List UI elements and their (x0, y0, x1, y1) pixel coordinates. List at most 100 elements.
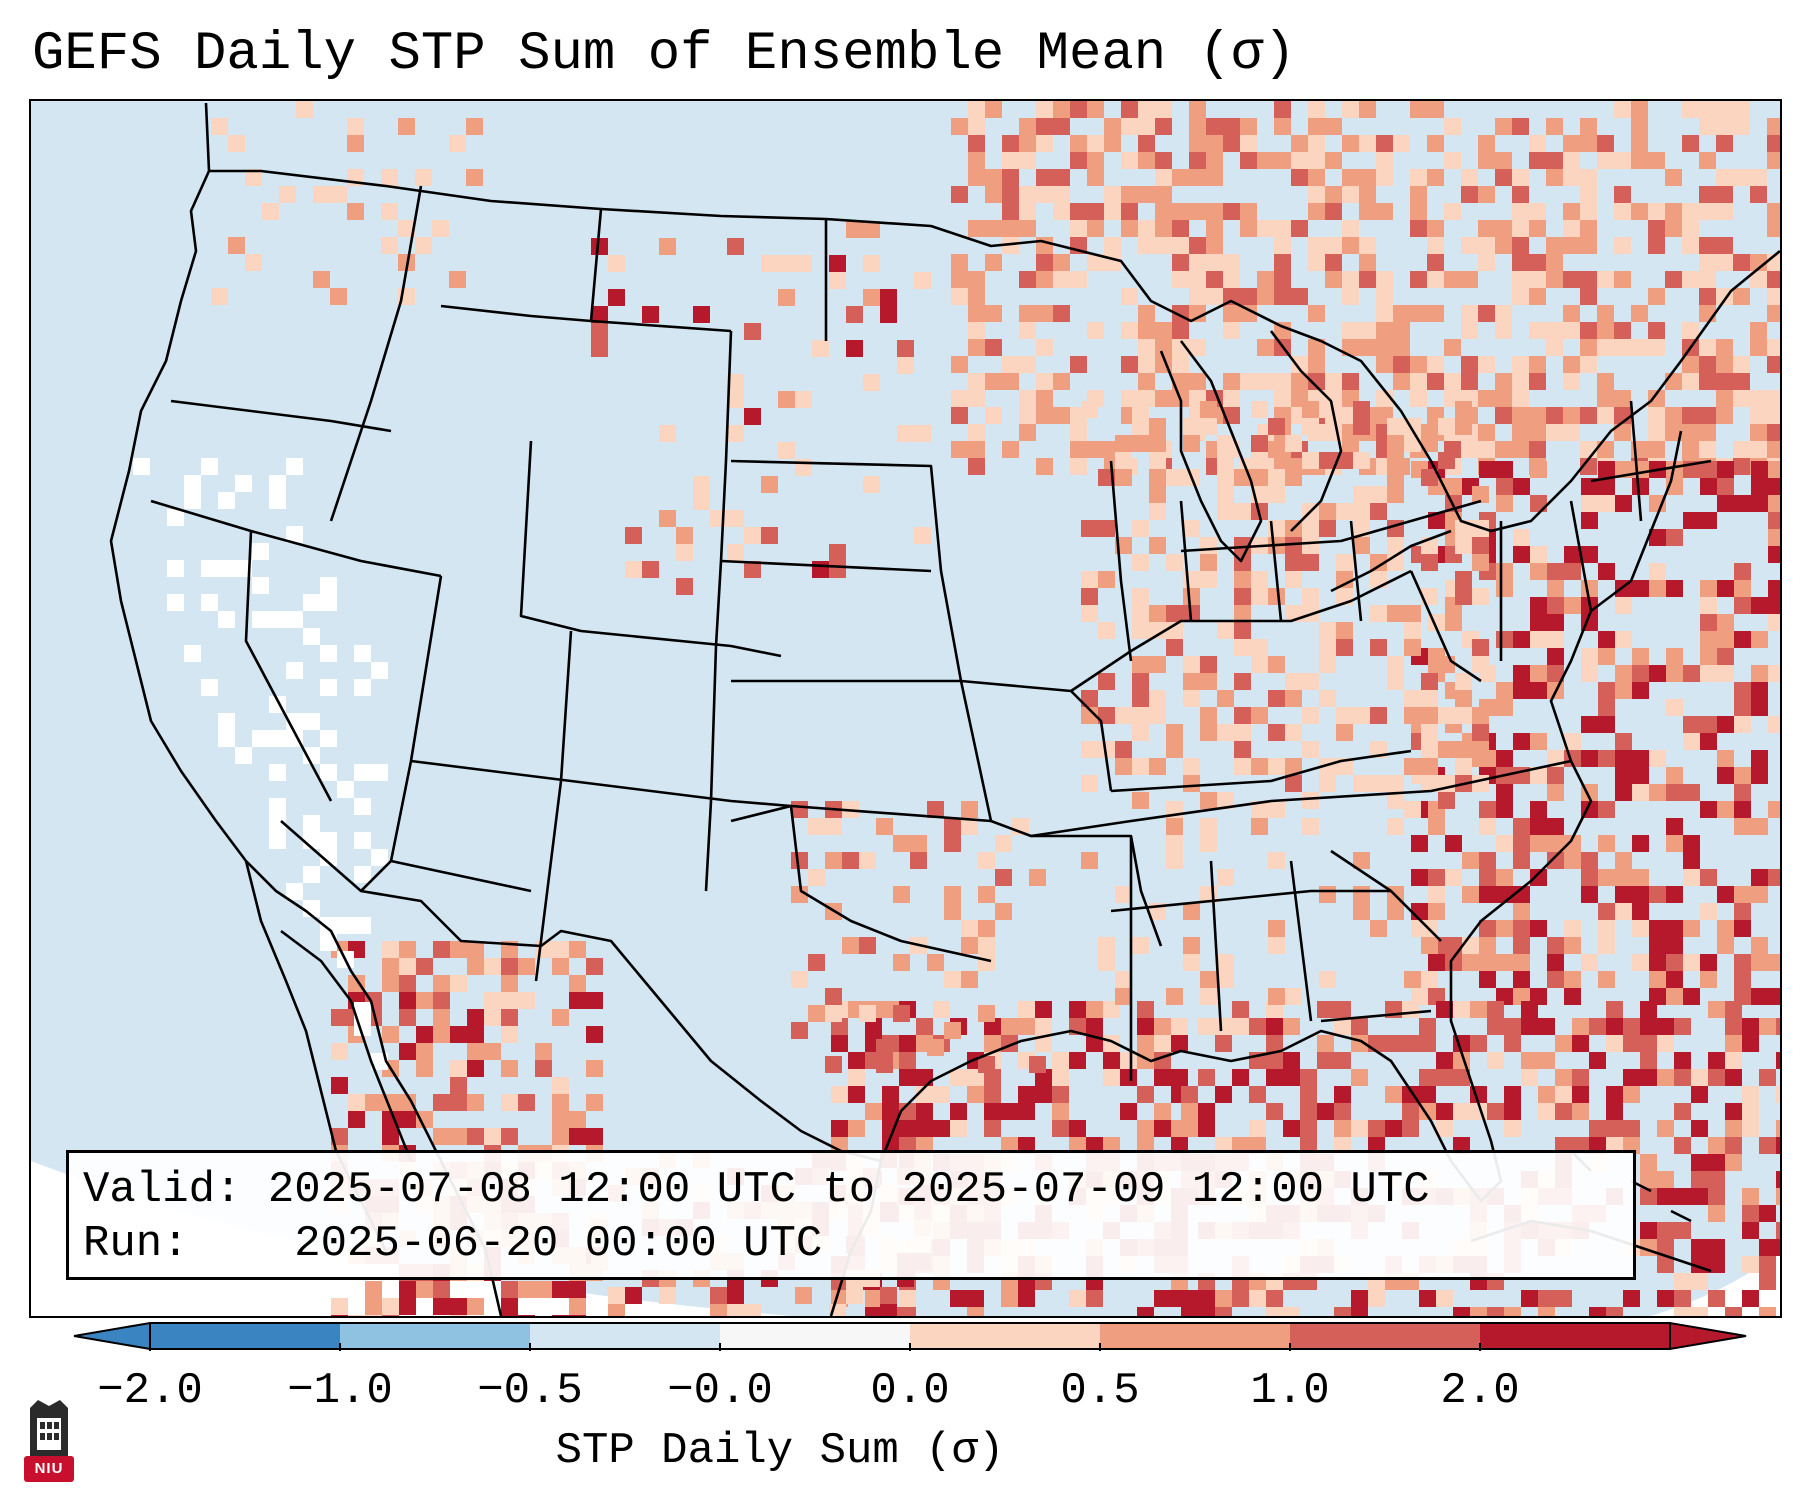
stp-cell (1674, 1069, 1691, 1086)
stp-cell (1268, 418, 1285, 435)
stp-cell (1138, 339, 1155, 356)
stp-cell (829, 255, 846, 272)
stp-cell (1640, 1188, 1657, 1205)
stp-cell (968, 220, 985, 237)
stp-cell (416, 958, 433, 975)
stp-cell (1513, 852, 1530, 869)
stp-cell (863, 289, 880, 306)
stp-cell (1580, 271, 1597, 288)
stp-cell (1138, 101, 1155, 118)
stp-cell (1081, 690, 1098, 707)
stp-cell (995, 903, 1012, 920)
stp-cell (1240, 220, 1257, 237)
stp-cell (1132, 792, 1149, 809)
stp-cell (1149, 605, 1166, 622)
stp-cell (1529, 271, 1546, 288)
stp-cell (1530, 614, 1547, 631)
stp-cell (1104, 203, 1121, 220)
stp-cell (1767, 271, 1780, 288)
stp-cell (916, 1069, 933, 1086)
stp-cell (1138, 356, 1155, 373)
stp-cell (1699, 203, 1716, 220)
stp-cell (1232, 1018, 1249, 1035)
stp-cell (365, 1298, 382, 1315)
stp-cell (1742, 1035, 1759, 1052)
stp-cell (1402, 1035, 1419, 1052)
stp-cell (1206, 220, 1223, 237)
stp-cell (1052, 1069, 1069, 1086)
stp-cell (1438, 418, 1455, 435)
stp-cell (1530, 495, 1547, 512)
stp-cell (1572, 1086, 1589, 1103)
stp-cell (1472, 554, 1489, 571)
stp-cell (1734, 631, 1751, 648)
stp-cell (1036, 305, 1053, 322)
niu-logo-icon (24, 1400, 74, 1482)
stp-cell (1081, 520, 1098, 537)
stp-cell (1699, 339, 1716, 356)
stp-cell (1240, 152, 1257, 169)
stp-cell (1563, 271, 1580, 288)
stp-cell (1257, 339, 1274, 356)
stp-cell (1649, 529, 1666, 546)
stp-cell (1472, 537, 1489, 554)
stp-cell (1438, 792, 1455, 809)
stp-cell (882, 1103, 899, 1120)
stp-cell (1725, 1069, 1742, 1086)
run-value: 2025-06-20 00:00 UTC (294, 1219, 823, 1269)
colorbar-tick-label: 0.0 (870, 1366, 950, 1416)
stp-cell (1581, 546, 1598, 563)
stp-cell (1393, 135, 1410, 152)
stp-cell (1530, 869, 1547, 886)
stp-cell (269, 730, 286, 747)
stp-cell (1632, 886, 1649, 903)
stp-cell (791, 886, 808, 903)
stp-cell (1319, 503, 1336, 520)
stp-cell (1249, 1086, 1266, 1103)
stp-cell (1487, 1052, 1504, 1069)
stp-cell (1189, 237, 1206, 254)
stp-cell (1317, 1035, 1334, 1052)
stp-cell (1325, 186, 1342, 203)
stp-cell (1759, 1018, 1776, 1035)
stp-cell (1649, 886, 1666, 903)
stp-cell (1387, 469, 1404, 486)
stp-cell (1198, 1069, 1215, 1086)
stp-cell (1370, 605, 1387, 622)
stp-cell (262, 203, 279, 220)
stp-cell (1308, 254, 1325, 271)
stp-cell (1512, 118, 1529, 135)
map-panel[interactable] (29, 99, 1782, 1318)
stp-cell (831, 1018, 848, 1035)
stp-cell (1496, 580, 1513, 597)
stp-cell (933, 1086, 950, 1103)
stp-cell (1336, 622, 1353, 639)
stp-cell (1759, 1069, 1776, 1086)
stp-cell (467, 1298, 484, 1315)
stp-cell (1598, 495, 1615, 512)
stp-cell (1734, 699, 1751, 716)
stp-cell (1319, 971, 1336, 988)
stp-cell (1410, 186, 1427, 203)
stp-cell (1648, 220, 1665, 237)
stp-cell (320, 849, 337, 866)
stp-cell (985, 305, 1002, 322)
stp-cell (1479, 818, 1496, 835)
stp-cell (1683, 869, 1700, 886)
stp-cell (1115, 988, 1132, 1005)
niu-logo: NIU (20, 1396, 78, 1486)
stp-cell (501, 1009, 518, 1026)
colorbar-segment (720, 1323, 910, 1349)
stp-cell (1353, 886, 1370, 903)
stp-cell (910, 852, 927, 869)
stp-cell (1581, 512, 1598, 529)
stp-cell (1640, 1018, 1657, 1035)
stp-cell (371, 849, 388, 866)
colorbar-tick-label: −0.5 (477, 1366, 583, 1416)
stp-cell (1776, 1018, 1780, 1035)
stp-cell (1215, 1086, 1232, 1103)
stp-cell (1444, 118, 1461, 135)
stp-cell (1682, 356, 1699, 373)
stp-cell (1597, 407, 1614, 424)
stp-cell (1513, 920, 1530, 937)
